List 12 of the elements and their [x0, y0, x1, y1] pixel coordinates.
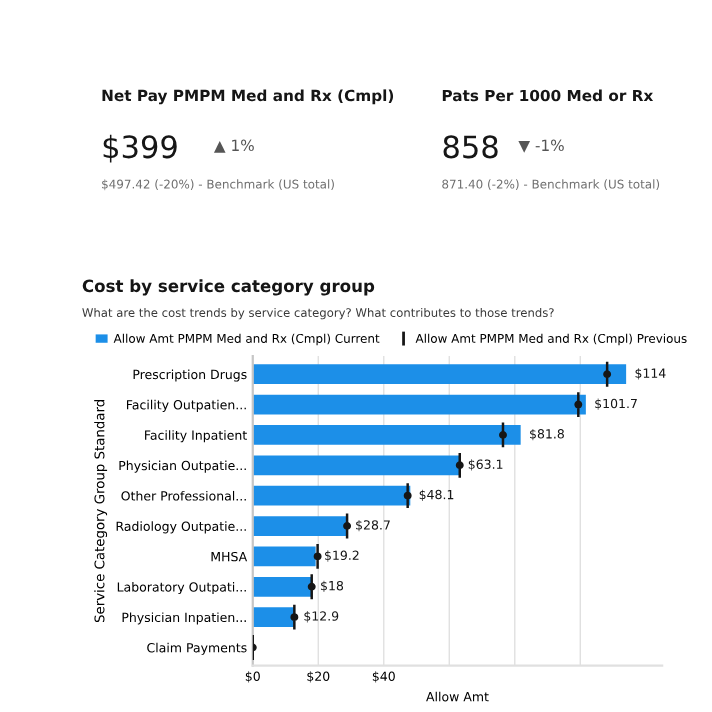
- bar: [252, 364, 627, 385]
- bar: [252, 607, 296, 627]
- bar: [252, 576, 312, 597]
- text: 858: [443, 135, 498, 159]
- bar: [252, 394, 586, 415]
- bar: [252, 516, 347, 536]
- bar: [252, 546, 316, 567]
- bar: [252, 425, 521, 445]
- bar: [252, 455, 460, 476]
- chart-title: Cost by service category group: [82, 279, 375, 296]
- bar: [252, 485, 411, 506]
- text: $399: [103, 134, 177, 163]
